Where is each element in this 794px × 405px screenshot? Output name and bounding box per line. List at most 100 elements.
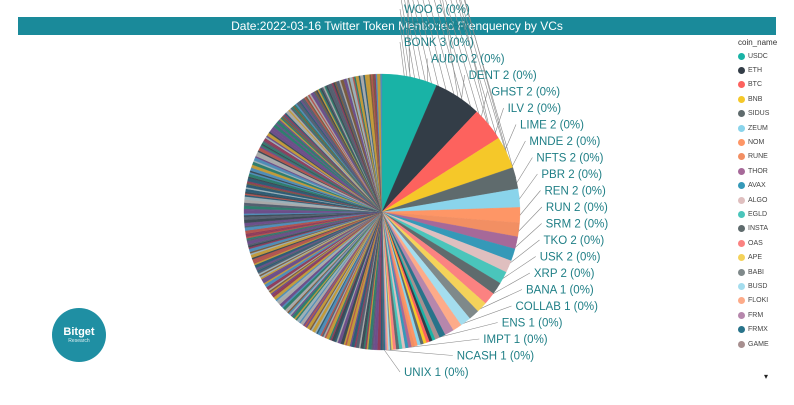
legend-swatch xyxy=(738,167,745,175)
legend-item[interactable]: SIDUS xyxy=(738,107,794,121)
legend-item[interactable]: FRMX xyxy=(738,322,794,336)
data-label: DENT 2 (0%) xyxy=(469,70,537,82)
legend-swatch xyxy=(738,153,745,161)
data-label: IMPT 1 (0%) xyxy=(483,334,547,346)
legend-item[interactable]: RUNE xyxy=(738,150,794,164)
data-label: UNIX 1 (0%) xyxy=(404,367,469,379)
legend-item[interactable]: FLOKI xyxy=(738,294,794,308)
pie-slice[interactable] xyxy=(380,73,383,213)
data-label: REN 2 (0%) xyxy=(545,186,607,198)
legend-swatch xyxy=(738,268,745,276)
legend-title: coin_name xyxy=(738,38,778,47)
data-label: BANA 1 (0%) xyxy=(526,285,594,297)
legend-swatch xyxy=(738,124,745,132)
legend-item[interactable]: BNB xyxy=(738,92,794,106)
bitget-logo: Bitget Research xyxy=(52,308,106,362)
legend-swatch xyxy=(738,282,745,290)
legend-item[interactable]: GAME xyxy=(738,337,794,351)
data-label: AUDIO 2 (0%) xyxy=(431,54,505,66)
legend-label: SIDUS xyxy=(748,110,770,118)
legend-swatch xyxy=(738,110,745,118)
legend-label: FRM xyxy=(748,311,764,319)
data-label: PBR 2 (0%) xyxy=(541,169,602,181)
data-label: XRP 2 (0%) xyxy=(534,268,595,280)
logo-name: Bitget xyxy=(63,326,95,338)
legend-label: ZEUM xyxy=(748,124,768,132)
legend-label: AVAX xyxy=(748,182,766,190)
data-label: NFTS 2 (0%) xyxy=(536,153,603,165)
leader-line xyxy=(384,349,401,373)
legend-label: THOR xyxy=(748,167,768,175)
chart-title: Date:2022-03-16 Twitter Token Mentioned … xyxy=(18,17,776,35)
legend-swatch xyxy=(738,139,745,147)
legend-swatch xyxy=(738,311,745,319)
pie-slices xyxy=(243,73,521,351)
legend-scroll-down-icon[interactable]: ▾ xyxy=(764,372,769,381)
legend-item[interactable]: APE xyxy=(738,250,794,264)
legend-label: APE xyxy=(748,254,763,262)
legend-swatch xyxy=(738,67,745,75)
legend-swatch xyxy=(738,182,745,190)
legend-item[interactable]: THOR xyxy=(738,164,794,178)
legend-label: INSTA xyxy=(748,225,769,233)
data-label: CSIX 4 (0%) xyxy=(404,21,468,33)
legend-item[interactable]: BTC xyxy=(738,78,794,92)
data-label: ILV 2 (0%) xyxy=(508,103,562,115)
legend-swatch xyxy=(738,326,745,334)
legend-swatch xyxy=(738,52,745,60)
legend-item[interactable]: ETH xyxy=(738,63,794,77)
leader-line xyxy=(407,0,411,77)
data-label: NCASH 1 (0%) xyxy=(457,351,534,363)
leader-line xyxy=(442,0,459,97)
legend-label: RUNE xyxy=(748,153,768,161)
leader-line xyxy=(463,0,517,179)
legend-label: BNB xyxy=(748,95,763,103)
legend-swatch xyxy=(738,297,745,305)
logo-subtitle: Research xyxy=(68,338,90,344)
data-label: TKO 2 (0%) xyxy=(544,235,605,247)
legend-swatch xyxy=(738,196,745,204)
data-label: BONK 3 (0%) xyxy=(404,37,474,49)
data-label: LIME 2 (0%) xyxy=(520,120,584,132)
data-label: RUN 2 (0%) xyxy=(546,202,608,214)
legend-label: EGLD xyxy=(748,210,768,218)
legend-swatch xyxy=(738,254,745,262)
legend-label: BABI xyxy=(748,268,764,276)
legend-label: ALGO xyxy=(748,196,768,204)
leader-line xyxy=(385,349,453,356)
legend-swatch xyxy=(738,95,745,103)
legend-item[interactable]: ZEUM xyxy=(738,121,794,135)
legend-item[interactable]: INSTA xyxy=(738,222,794,236)
data-label: GHST 2 (0%) xyxy=(491,87,560,99)
legend-item[interactable]: AVAX xyxy=(738,179,794,193)
legend-swatch xyxy=(738,210,745,218)
legend-item[interactable]: EGLD xyxy=(738,207,794,221)
data-label: USK 2 (0%) xyxy=(540,252,601,264)
legend-swatch xyxy=(738,340,745,348)
legend-item[interactable]: FRM xyxy=(738,308,794,322)
leader-line xyxy=(459,0,489,125)
legend-swatch xyxy=(738,81,745,89)
legend-item[interactable]: BUSD xyxy=(738,279,794,293)
data-label: ENS 1 (0%) xyxy=(502,318,563,330)
data-label: MNDE 2 (0%) xyxy=(529,136,600,148)
legend-list: USDC ETH BTC BNB SIDUS ZEUM NOM RUNE THOR AVAX ALG… xyxy=(738,49,794,351)
legend-label: NOM xyxy=(748,139,765,147)
legend-label: FRMX xyxy=(748,326,768,334)
data-label: SRM 2 (0%) xyxy=(546,219,609,231)
data-label: WOO 6 (0%) xyxy=(404,4,470,16)
leader-line xyxy=(464,0,507,153)
legend: coin_name USDC ETH BTC BNB SIDUS ZEUM NOM RUNE T… xyxy=(738,38,794,351)
leader-line xyxy=(460,0,520,199)
legend-swatch xyxy=(738,239,745,247)
legend-item[interactable]: USDC xyxy=(738,49,794,63)
legend-item[interactable]: BABI xyxy=(738,265,794,279)
legend-label: OAS xyxy=(748,239,763,247)
legend-label: BUSD xyxy=(748,282,768,290)
legend-item[interactable]: NOM xyxy=(738,135,794,149)
legend-swatch xyxy=(738,225,745,233)
legend-item[interactable]: OAS xyxy=(738,236,794,250)
legend-item[interactable]: ALGO xyxy=(738,193,794,207)
legend-label: BTC xyxy=(748,81,762,89)
